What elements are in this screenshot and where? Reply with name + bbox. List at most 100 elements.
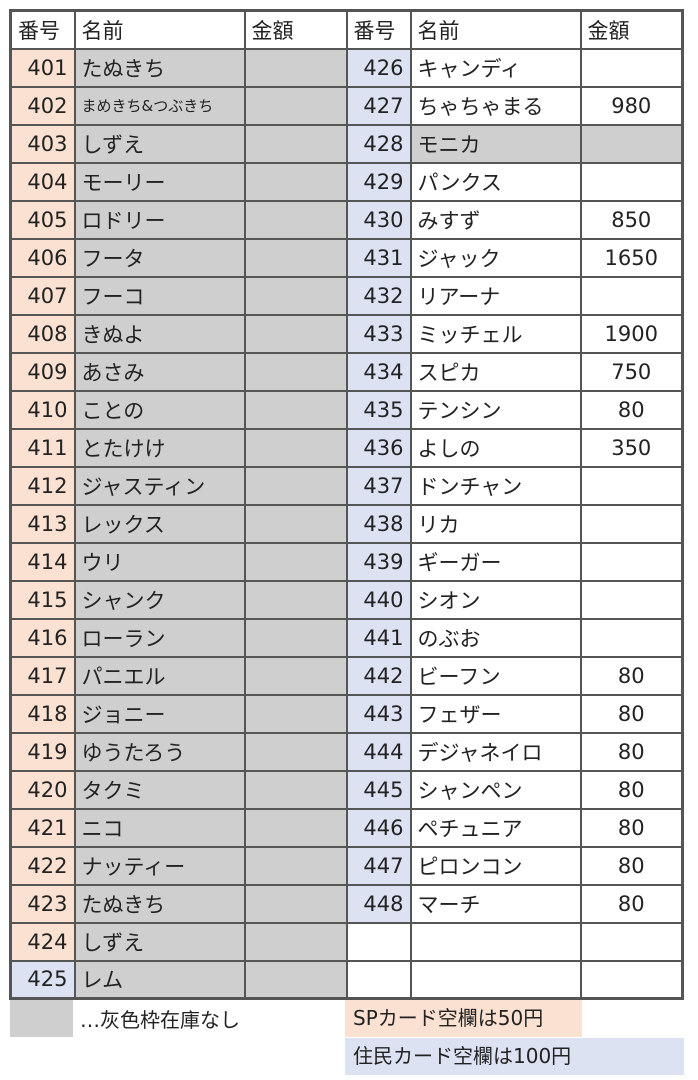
villager-name: たぬきち bbox=[73, 883, 246, 924]
card-number: 406 bbox=[9, 237, 76, 278]
table-row: 407 フーコ 432 リアーナ bbox=[9, 275, 684, 316]
price: 850 bbox=[579, 199, 684, 240]
card-number: 402 bbox=[9, 85, 76, 126]
card-number: 432 bbox=[345, 275, 412, 316]
price: 80 bbox=[579, 655, 684, 696]
villager-name: ことの bbox=[73, 389, 246, 430]
villager-name: ピロンコン bbox=[409, 845, 582, 886]
price bbox=[243, 883, 348, 924]
table-row: 422 ナッティー 447 ピロンコン 80 bbox=[9, 845, 684, 886]
header-amount: 金額 bbox=[243, 9, 348, 50]
price bbox=[243, 655, 348, 696]
price bbox=[243, 959, 348, 1000]
villager-name: ペチュニア bbox=[409, 807, 582, 848]
price bbox=[243, 921, 348, 962]
card-number: 417 bbox=[9, 655, 76, 696]
price bbox=[579, 123, 684, 164]
villager-name: しずえ bbox=[73, 921, 246, 962]
header-number: 番号 bbox=[9, 9, 76, 50]
table-row: 413 レックス 438 リカ bbox=[9, 503, 684, 544]
card-number: 425 bbox=[9, 959, 76, 1000]
price: 750 bbox=[579, 351, 684, 392]
table-row: 420 タクミ 445 シャンペン 80 bbox=[9, 769, 684, 810]
card-number: 436 bbox=[345, 427, 412, 468]
price bbox=[243, 161, 348, 202]
villager-name: ゆうたろう bbox=[73, 731, 246, 772]
price: 80 bbox=[579, 883, 684, 924]
table-row: 404 モーリー 429 パンクス bbox=[9, 161, 684, 202]
price bbox=[243, 47, 348, 88]
card-number: 420 bbox=[9, 769, 76, 810]
card-number: 409 bbox=[9, 351, 76, 392]
price: 80 bbox=[579, 731, 684, 772]
card-number: 403 bbox=[9, 123, 76, 164]
villager-name: パニエル bbox=[73, 655, 246, 696]
card-number: 407 bbox=[9, 275, 76, 316]
card-number: 411 bbox=[9, 427, 76, 468]
card-number: 424 bbox=[9, 921, 76, 962]
villager-name: よしの bbox=[409, 427, 582, 468]
villager-name: フェザー bbox=[409, 693, 582, 734]
price: 980 bbox=[579, 85, 684, 126]
price bbox=[243, 85, 348, 126]
table-row: 425 レム bbox=[9, 959, 684, 1000]
table-row: 416 ローラン 441 のぶお bbox=[9, 617, 684, 658]
price bbox=[579, 47, 684, 88]
villager-name: ミッチェル bbox=[409, 313, 582, 354]
villager-name: デジャネイロ bbox=[409, 731, 582, 772]
price bbox=[579, 959, 684, 1000]
card-number: 444 bbox=[345, 731, 412, 772]
villager-name: ジャック bbox=[409, 237, 582, 278]
villager-name: たぬきち bbox=[73, 47, 246, 88]
price: 80 bbox=[579, 807, 684, 848]
villager-name bbox=[409, 959, 582, 1000]
card-number: 414 bbox=[9, 541, 76, 582]
price bbox=[243, 275, 348, 316]
price bbox=[579, 921, 684, 962]
table-row: 411 とたけけ 436 よしの 350 bbox=[9, 427, 684, 468]
card-number: 405 bbox=[9, 199, 76, 240]
price bbox=[243, 807, 348, 848]
villager-name: ローラン bbox=[73, 617, 246, 658]
table-row: 418 ジョニー 443 フェザー 80 bbox=[9, 693, 684, 734]
card-number: 442 bbox=[345, 655, 412, 696]
card-number: 429 bbox=[345, 161, 412, 202]
table-row: 412 ジャスティン 437 ドンチャン bbox=[9, 465, 684, 506]
villager-name: レム bbox=[73, 959, 246, 1000]
legend-gray-swatch bbox=[10, 1000, 73, 1037]
price bbox=[579, 503, 684, 544]
card-number: 422 bbox=[9, 845, 76, 886]
villager-name: シオン bbox=[409, 579, 582, 620]
card-number: 440 bbox=[345, 579, 412, 620]
card-number: 448 bbox=[345, 883, 412, 924]
card-number: 421 bbox=[9, 807, 76, 848]
villager-name: みすず bbox=[409, 199, 582, 240]
card-number: 416 bbox=[9, 617, 76, 658]
villager-name: マーチ bbox=[409, 883, 582, 924]
price bbox=[243, 389, 348, 430]
table-row: 415 シャンク 440 シオン bbox=[9, 579, 684, 620]
card-number: 404 bbox=[9, 161, 76, 202]
card-number: 430 bbox=[345, 199, 412, 240]
villager-name: フーコ bbox=[73, 275, 246, 316]
header-name: 名前 bbox=[73, 9, 246, 50]
legend-resident-note: 住民カード空欄は100円 bbox=[345, 1038, 684, 1075]
villager-name: きぬよ bbox=[73, 313, 246, 354]
price bbox=[243, 769, 348, 810]
table-row: 409 あさみ 434 スピカ 750 bbox=[9, 351, 684, 392]
villager-name: リアーナ bbox=[409, 275, 582, 316]
card-number: 408 bbox=[9, 313, 76, 354]
villager-name: リカ bbox=[409, 503, 582, 544]
table-row: 419 ゆうたろう 444 デジャネイロ 80 bbox=[9, 731, 684, 772]
villager-name: ウリ bbox=[73, 541, 246, 582]
card-number bbox=[345, 921, 412, 962]
villager-name bbox=[409, 921, 582, 962]
table-row: 406 フータ 431 ジャック 1650 bbox=[9, 237, 684, 278]
villager-name: テンシン bbox=[409, 389, 582, 430]
villager-name: ナッティー bbox=[73, 845, 246, 886]
price bbox=[243, 313, 348, 354]
villager-name: ニコ bbox=[73, 807, 246, 848]
villager-name: レックス bbox=[73, 503, 246, 544]
price bbox=[243, 351, 348, 392]
table-row: 405 ロドリー 430 みすず 850 bbox=[9, 199, 684, 240]
